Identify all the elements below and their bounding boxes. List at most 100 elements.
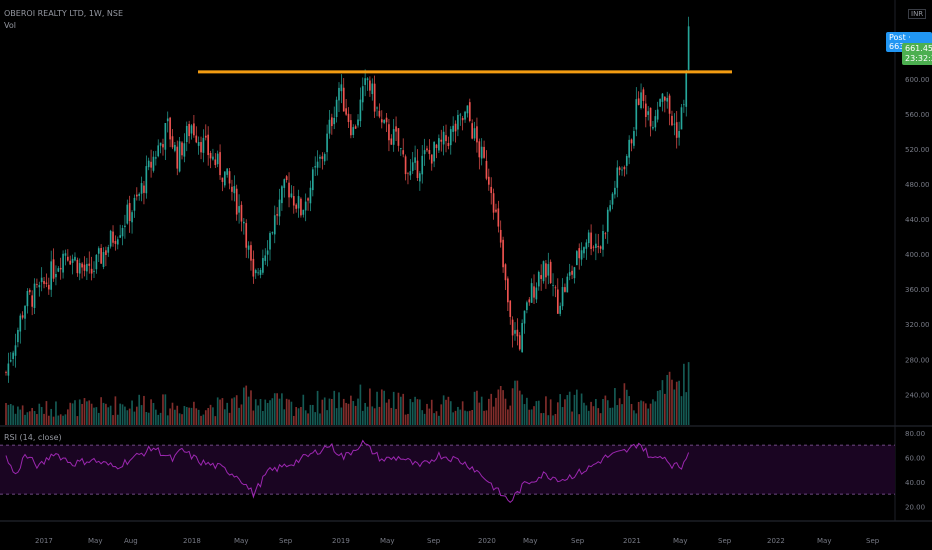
candle-body <box>238 206 240 213</box>
candle-body <box>480 146 483 159</box>
candle-body <box>357 119 359 126</box>
volume-bar <box>131 400 133 425</box>
candle-body <box>606 209 609 232</box>
candle-body <box>395 126 397 132</box>
volume-bar <box>302 394 305 425</box>
candle-body <box>518 335 521 350</box>
candle-body <box>656 109 659 120</box>
candle-body <box>278 199 281 217</box>
candle-body <box>602 230 604 250</box>
time-tick-label: Sep <box>279 537 293 545</box>
candle-body <box>435 144 438 149</box>
rsi-line <box>5 439 690 503</box>
volume-bar <box>269 400 271 425</box>
volume-bar <box>656 390 659 425</box>
volume-bar <box>435 411 438 425</box>
volume-bar <box>140 405 143 425</box>
candle-body <box>678 131 680 138</box>
candle-body <box>509 300 512 317</box>
candle-body <box>407 172 409 174</box>
candle-body <box>468 102 471 122</box>
candle-body <box>38 285 41 288</box>
candle-body <box>288 182 290 198</box>
candle-body <box>576 251 578 266</box>
volume-bar <box>326 410 328 425</box>
volume-bar <box>473 391 476 425</box>
candle-body <box>302 209 305 215</box>
rsi-band <box>0 445 895 495</box>
candle-body <box>628 139 630 158</box>
candle-body <box>228 171 231 184</box>
volume-bar <box>561 407 564 425</box>
volume-bar <box>637 401 640 425</box>
price-tick-label: 240.00 <box>905 391 930 399</box>
candle-body <box>490 186 493 194</box>
candle-body <box>583 247 585 254</box>
candle-body <box>652 127 654 129</box>
volume-bar <box>409 399 412 425</box>
volume-bar <box>321 399 324 425</box>
candle-body <box>449 129 452 146</box>
volume-bar <box>464 410 466 425</box>
volume-bar <box>654 401 657 425</box>
candle-body <box>616 167 619 188</box>
volume-bar <box>630 403 633 425</box>
volume-bar <box>147 412 150 425</box>
rsi-tick-label: 60.00 <box>905 454 925 462</box>
volume-bar <box>357 398 359 425</box>
volume-bar <box>649 403 652 425</box>
candle-body <box>331 117 333 127</box>
last-price: 661.45 <box>905 44 932 53</box>
candle-body <box>78 263 81 274</box>
candle-body <box>326 133 328 153</box>
volume-bar <box>573 394 576 425</box>
volume-bar <box>683 363 685 425</box>
candle-body <box>7 363 10 376</box>
candle-body <box>114 241 117 244</box>
volume-bar <box>523 404 526 425</box>
volume-bar <box>430 399 433 425</box>
volume-bar <box>9 403 12 425</box>
price-tick-label: 600.00 <box>905 76 930 84</box>
volume-bar <box>64 414 67 425</box>
candle-body <box>231 186 233 192</box>
volume-bar <box>86 401 88 425</box>
volume-bar <box>423 413 426 425</box>
volume-bar <box>33 411 36 425</box>
volume-bar <box>14 413 17 425</box>
volume-bar <box>26 412 29 425</box>
volume-bar <box>419 399 421 425</box>
volume-bar <box>245 385 248 425</box>
time-tick-label: 2020 <box>478 537 496 545</box>
time-tick-label: 2018 <box>183 537 201 545</box>
volume-bar <box>590 401 592 425</box>
volume-bar <box>445 399 447 425</box>
volume-bar <box>399 396 402 425</box>
candle-body <box>223 171 226 186</box>
volume-bar <box>568 391 571 425</box>
candle-body <box>216 153 219 165</box>
candle-body <box>497 208 500 227</box>
candle-body <box>124 225 126 228</box>
candle-body <box>478 141 481 158</box>
candle-body <box>31 295 33 307</box>
candle-body <box>214 159 217 166</box>
volume-bar <box>126 410 129 425</box>
candle-body <box>642 89 645 101</box>
volume-bar <box>331 398 333 425</box>
volume-bar <box>547 415 550 425</box>
candle-body <box>499 229 502 243</box>
volume-bar <box>609 407 611 425</box>
volume-bar <box>143 395 145 425</box>
candle-body <box>323 154 326 162</box>
volume-bar <box>88 400 91 425</box>
volume-bar <box>76 416 79 425</box>
candle-body <box>573 267 576 279</box>
time-tick-label: May <box>88 537 102 545</box>
candle-body <box>69 260 72 265</box>
volume-bar <box>652 399 654 425</box>
volume-bar <box>159 412 162 425</box>
volume-bar <box>59 414 62 425</box>
volume-bar <box>31 407 33 425</box>
